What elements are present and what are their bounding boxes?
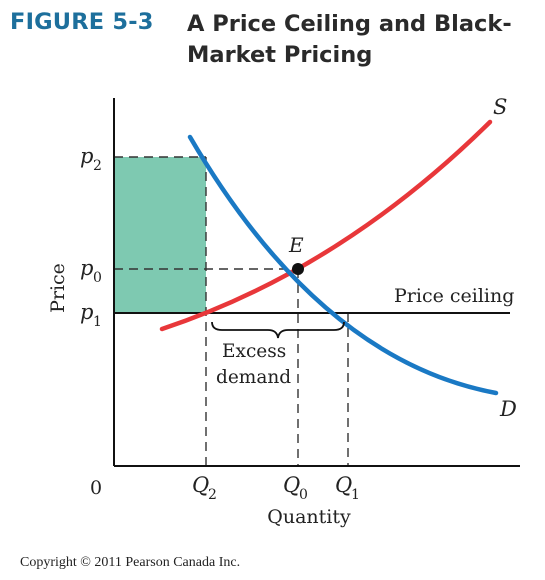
excess-demand-label-line1: Excess bbox=[222, 341, 286, 362]
x-axis-label: Quantity bbox=[267, 506, 351, 528]
figure-title: A Price Ceiling and Black-Market Pricing bbox=[187, 11, 512, 68]
quantity-tick-q0: Q 0 bbox=[283, 473, 308, 503]
supply-curve bbox=[159, 119, 493, 332]
quantity-tick-q2: Q 2 bbox=[192, 473, 217, 503]
supply-label: S bbox=[493, 95, 507, 119]
origin-label: 0 bbox=[90, 477, 102, 499]
figure-number: FIGURE 5-3 bbox=[10, 9, 154, 35]
svg-text:Q: Q bbox=[283, 473, 300, 497]
y-axis-label: Price bbox=[47, 263, 69, 313]
svg-text:Q: Q bbox=[192, 473, 209, 497]
equilibrium-label: E bbox=[288, 233, 304, 257]
price-tick-p2: p 2 bbox=[80, 144, 102, 174]
svg-text:0: 0 bbox=[93, 270, 102, 286]
price-tick-p1: p 1 bbox=[80, 300, 102, 330]
svg-text:2: 2 bbox=[208, 487, 217, 503]
svg-text:p: p bbox=[80, 144, 93, 168]
svg-text:2: 2 bbox=[93, 158, 102, 174]
svg-text:1: 1 bbox=[93, 314, 102, 330]
svg-text:0: 0 bbox=[299, 487, 308, 503]
demand-label: D bbox=[499, 397, 517, 421]
excess-demand-label-line2: demand bbox=[216, 367, 291, 388]
quantity-tick-q1: Q 1 bbox=[335, 473, 360, 503]
price-tick-p0: p 0 bbox=[80, 256, 102, 286]
excess-demand-brace bbox=[211, 321, 345, 339]
svg-text:1: 1 bbox=[351, 487, 360, 503]
demand-curve bbox=[187, 134, 499, 396]
price-ceiling-label: Price ceiling bbox=[394, 285, 514, 307]
svg-text:p: p bbox=[80, 256, 93, 280]
black-market-area bbox=[114, 157, 206, 313]
equilibrium-point bbox=[292, 263, 304, 275]
svg-text:Q: Q bbox=[335, 473, 352, 497]
copyright-notice: Copyright © 2011 Pearson Canada Inc. bbox=[20, 555, 241, 570]
svg-text:p: p bbox=[80, 300, 93, 324]
